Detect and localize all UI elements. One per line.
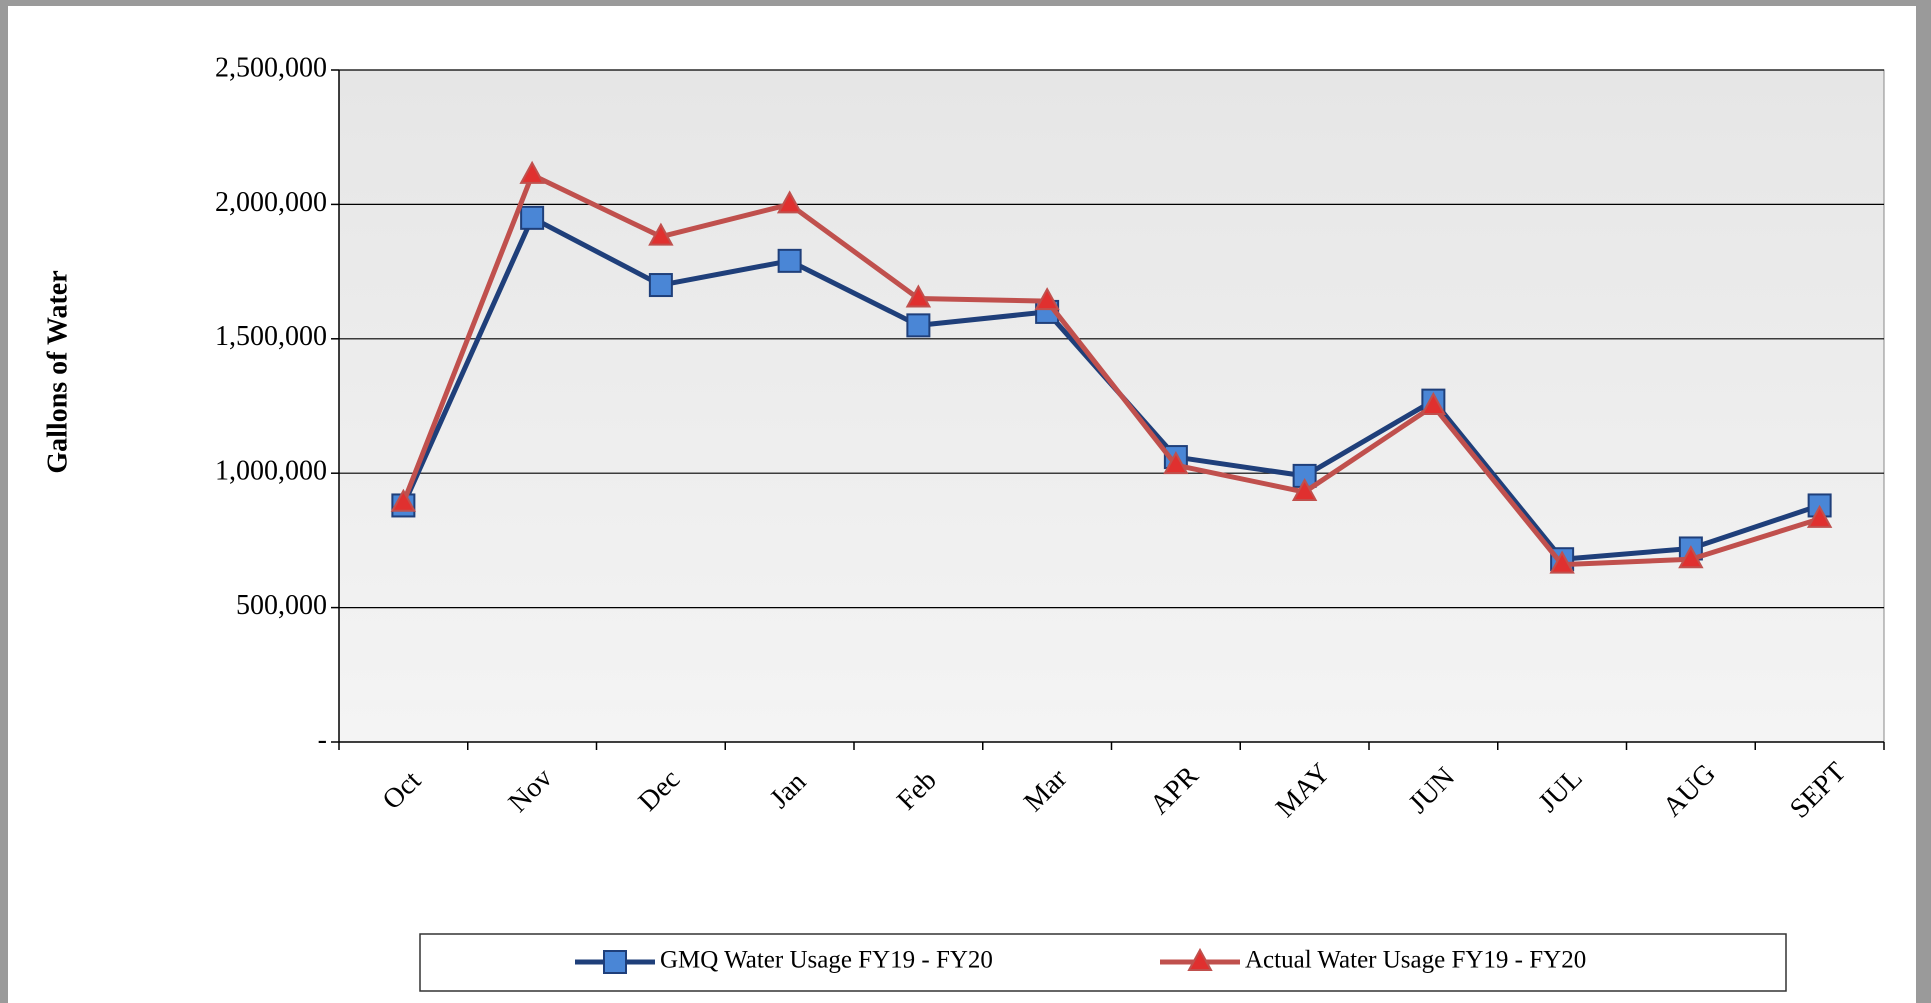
data-point <box>905 284 932 308</box>
data-point <box>1549 550 1575 574</box>
data-point <box>648 273 673 298</box>
data-point <box>519 160 545 184</box>
data-point <box>776 190 803 214</box>
data-point <box>1806 504 1833 528</box>
y-tick-label: 500,000 <box>236 590 327 621</box>
legend-label: GMQ Water Usage FY19 - FY20 <box>660 947 993 974</box>
legend-marker <box>1187 947 1213 971</box>
y-tick-label: 2,000,000 <box>215 187 327 218</box>
data-point <box>1420 391 1447 415</box>
y-tick-label: - <box>318 724 327 755</box>
data-point <box>1291 477 1318 502</box>
data-point <box>1034 287 1060 311</box>
data-point <box>1163 451 1189 475</box>
data-point <box>648 222 674 246</box>
data-point <box>390 488 417 512</box>
y-tick-label: 1,500,000 <box>215 321 327 352</box>
data-point <box>906 313 931 338</box>
legend-marker <box>603 950 627 974</box>
y-tick-label: 2,500,000 <box>215 52 327 83</box>
data-point <box>1678 545 1704 569</box>
y-axis-label: Gallons of Water <box>42 270 73 473</box>
series-line <box>401 172 1821 568</box>
data-point <box>777 248 802 273</box>
plot-area <box>338 69 1885 743</box>
data-point <box>520 205 545 230</box>
y-tick-label: 1,000,000 <box>215 456 327 487</box>
legend-label: Actual Water Usage FY19 - FY20 <box>1245 947 1586 974</box>
